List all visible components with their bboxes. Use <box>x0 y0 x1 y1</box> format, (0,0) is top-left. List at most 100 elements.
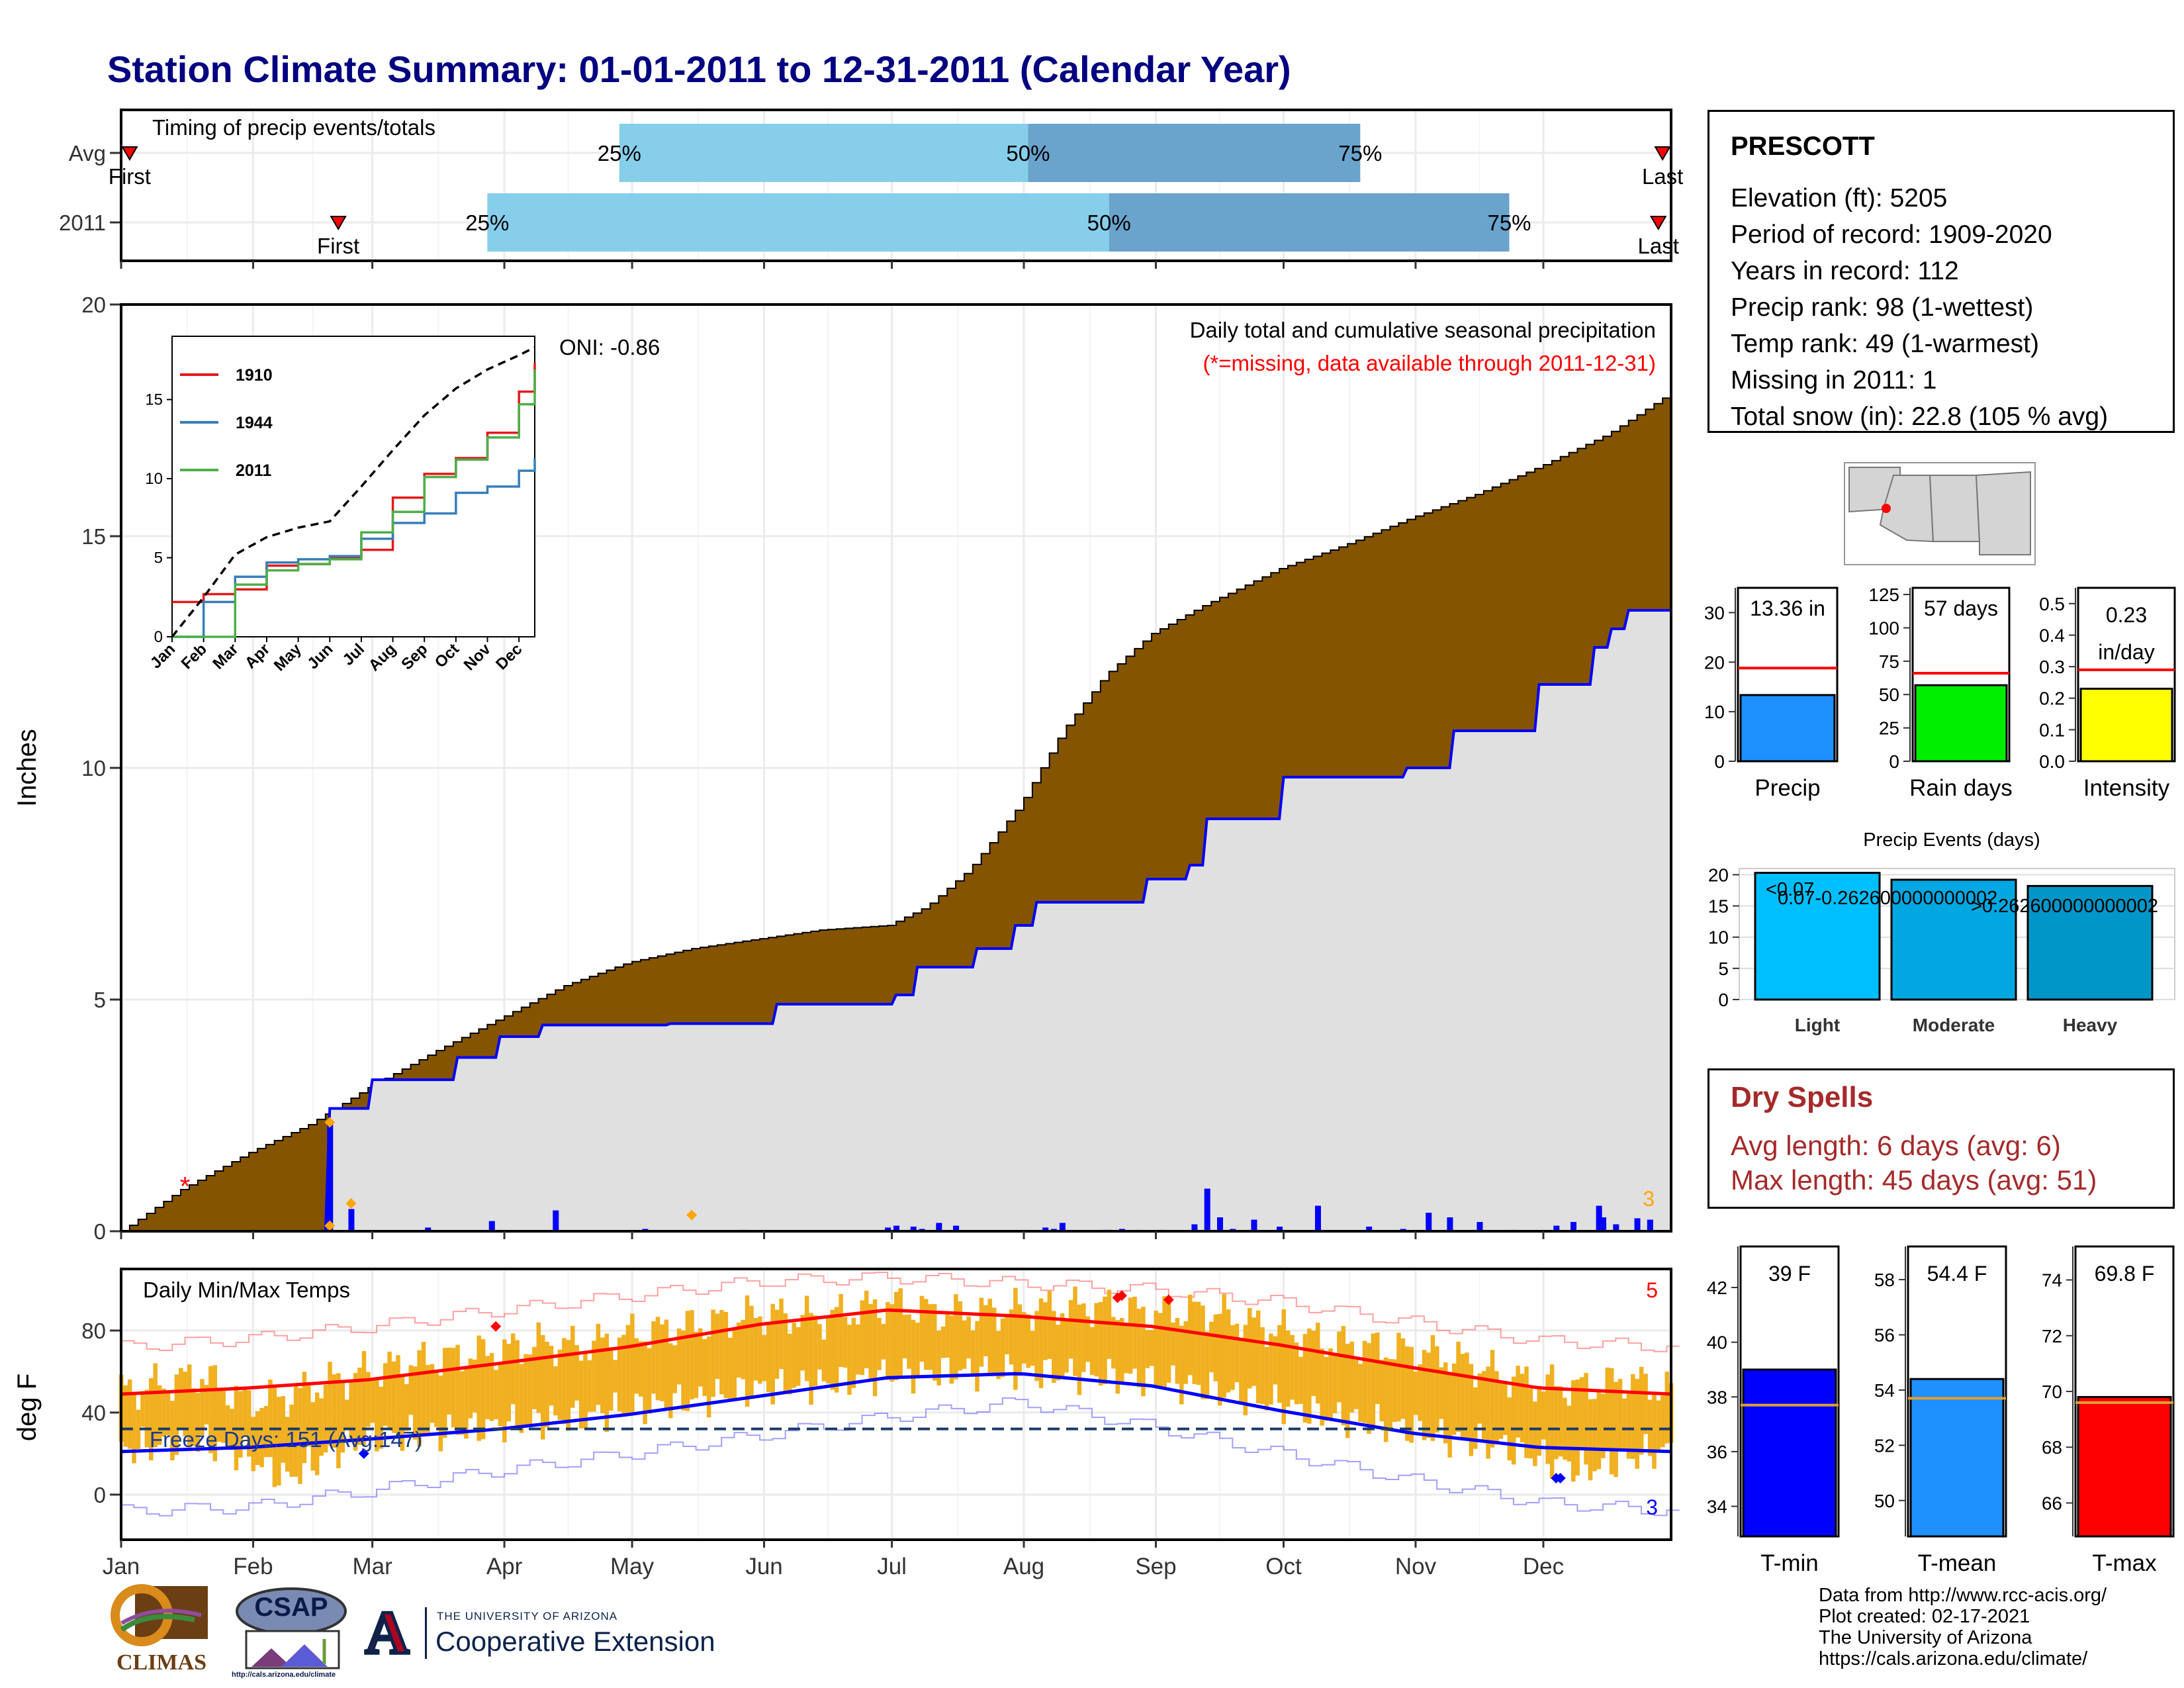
daily-temp-bar <box>1371 1333 1376 1427</box>
daily-precip-bar <box>1314 1205 1321 1231</box>
daily-temp-bar <box>289 1404 294 1477</box>
daily-temp-bar <box>1584 1372 1588 1465</box>
precip-subtitle: (*=missing, data available through 2011-… <box>1203 351 1656 375</box>
daily-temp-bar <box>762 1335 767 1382</box>
climas-text: CLIMAS <box>116 1650 207 1675</box>
daily-temp-bar <box>357 1368 362 1445</box>
daily-temp-bar <box>434 1371 439 1427</box>
month-label: Feb <box>233 1554 273 1579</box>
daily-precip-bar <box>488 1221 495 1231</box>
precip-events-bar <box>1890 878 2017 1001</box>
daily-temp-bar <box>1239 1339 1244 1404</box>
daily-temp-bar <box>473 1359 477 1413</box>
small-y-label: 75 <box>1879 651 1899 672</box>
t_max-xlabel: T-max <box>2092 1550 2157 1576</box>
record-min-line <box>121 1397 1680 1517</box>
timing-marker-first <box>330 216 347 230</box>
small-y-label: 56 <box>1874 1325 1895 1345</box>
daily-temp-bar <box>1503 1383 1508 1435</box>
rain_days-xlabel: Rain days <box>1909 775 2013 801</box>
daily-precip-bar <box>1647 1219 1653 1231</box>
daily-temp-bar <box>1222 1293 1226 1398</box>
precip-title: Daily total and cumulative seasonal prec… <box>1190 318 1656 342</box>
daily-temp-bar <box>412 1366 418 1440</box>
daily-temp-bar <box>387 1351 392 1430</box>
daily-temp-bar <box>1324 1356 1329 1421</box>
freeze-days-label: Freeze Days: 151 (Avg:147) <box>150 1427 422 1452</box>
small-y-label: 34 <box>1707 1497 1727 1517</box>
daily-temp-bar <box>1533 1401 1537 1466</box>
daily-precip-bar <box>953 1225 960 1231</box>
daily-temp-bar <box>1081 1303 1086 1372</box>
daily-temp-bar <box>183 1372 188 1436</box>
daily-temp-bar <box>868 1303 873 1382</box>
daily-precip-bar <box>553 1210 559 1231</box>
daily-temp-bar <box>1201 1305 1205 1399</box>
daily-temp-bar <box>1605 1367 1610 1450</box>
daily-temp-bar <box>826 1317 831 1384</box>
temps-frame <box>120 1268 1672 1541</box>
daily-temp-bar <box>1664 1372 1670 1444</box>
daily-temp-bar <box>1260 1327 1265 1405</box>
small-y-label: 0.1 <box>2039 720 2065 740</box>
daily-temp-bar <box>698 1328 703 1387</box>
daily-temp-bar <box>898 1288 903 1378</box>
daily-temp-bar <box>1209 1321 1214 1373</box>
daily-temp-bar <box>949 1315 954 1384</box>
small-y-label: 0 <box>1889 751 1899 772</box>
daily-temp-bar <box>379 1386 383 1449</box>
daily-temp-bar <box>132 1393 136 1464</box>
intensity-value-label: 0.23 <box>2106 603 2147 627</box>
footer-data-source: Data from http://www.rcc-acis.org/ <box>1819 1585 2107 1606</box>
daily-temp-bar <box>149 1378 154 1461</box>
daily-temp-bar <box>1187 1294 1193 1376</box>
daily-temp-bar <box>578 1360 584 1429</box>
daily-temp-bar <box>792 1323 797 1388</box>
daily-temp-bar <box>540 1335 545 1440</box>
daily-precip-bar <box>893 1225 899 1231</box>
t_min-bar <box>1742 1368 1837 1538</box>
daily-temp-bar <box>924 1299 929 1370</box>
daily-temp-bar <box>1307 1328 1312 1424</box>
daily-temp-bar <box>153 1363 158 1448</box>
daily-temp-bar <box>574 1345 579 1401</box>
daily-temp-bar <box>1226 1309 1231 1393</box>
precip_total-bar <box>1739 694 1836 763</box>
record-marker <box>1116 1290 1128 1301</box>
daily-temp-bar <box>1328 1348 1333 1420</box>
daily-temp-bar <box>1005 1316 1009 1354</box>
daily-temp-bar <box>1298 1356 1303 1404</box>
daily-temp-bar <box>702 1339 707 1396</box>
daily-temp-bar <box>527 1354 533 1425</box>
daily-temp-bar <box>1349 1341 1354 1413</box>
timing-label-first: First <box>109 164 151 189</box>
timing-label-75: 75% <box>1487 211 1531 235</box>
t_max-bar <box>2077 1395 2172 1538</box>
daily-temp-bar <box>817 1324 822 1370</box>
daily-temp-bar <box>523 1354 528 1425</box>
daily-temp-bar <box>506 1344 511 1422</box>
daily-temp-bar <box>732 1329 737 1401</box>
y-tick-label: 40 <box>81 1401 106 1425</box>
daily-temp-bar <box>455 1344 460 1435</box>
small-y-label: 0 <box>1714 751 1725 772</box>
daily-temp-bar <box>600 1337 605 1413</box>
daily-temp-bar <box>345 1399 349 1428</box>
daily-temp-bar <box>396 1355 400 1438</box>
daily-temp-bar <box>1230 1325 1235 1390</box>
daily-temp-bar <box>1077 1304 1082 1395</box>
daily-temp-bar <box>1486 1366 1490 1459</box>
temps-title: Daily Min/Max Temps <box>143 1278 350 1302</box>
daily-temp-bar <box>519 1364 524 1433</box>
daily-temp-bar <box>1052 1311 1056 1383</box>
daily-temp-bar <box>804 1295 809 1382</box>
daily-temp-bar <box>1367 1342 1371 1434</box>
daily-temp-bar <box>323 1384 328 1453</box>
month-label: Jan <box>103 1554 140 1579</box>
small-y-label: 0.4 <box>2039 625 2065 645</box>
daily-temp-bar <box>1128 1297 1133 1374</box>
daily-temp-bar <box>1516 1366 1520 1438</box>
daily-temp-bar <box>370 1380 375 1423</box>
small-y-label: 42 <box>1707 1278 1727 1298</box>
timing-label-last: Last <box>1642 164 1683 189</box>
